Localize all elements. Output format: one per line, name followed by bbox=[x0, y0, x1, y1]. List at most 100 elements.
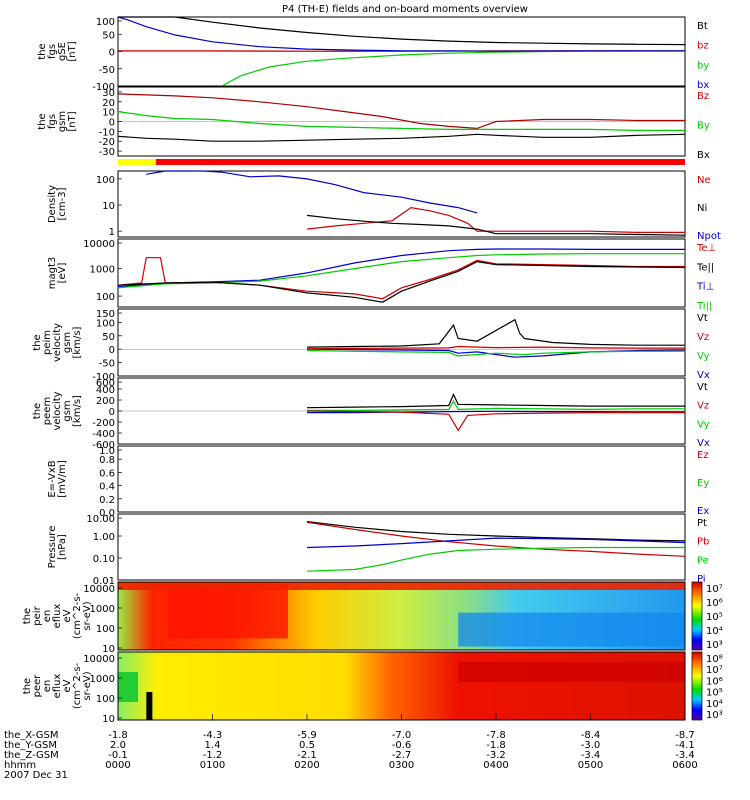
fgs_gsm-legend-Bz: Bz bbox=[697, 91, 709, 102]
peim_v1-legend-Vz: Vz bbox=[697, 332, 709, 343]
peim_v1-ytick: 150 bbox=[96, 309, 115, 320]
efield-ylabel: E=-VxB bbox=[47, 460, 58, 497]
magt3-series-Te⊥ bbox=[117, 257, 685, 300]
peem_v-ytick: 600 bbox=[96, 378, 115, 389]
footer-value: 0600 bbox=[672, 760, 697, 771]
peir-top-band bbox=[118, 582, 685, 590]
efield-ytick: 1.0 bbox=[99, 446, 115, 457]
fgs_gsm-ylabel: fgs bbox=[47, 114, 58, 129]
pressure-series-Pb bbox=[306, 521, 686, 557]
fgs_gsm-series-By bbox=[117, 111, 685, 131]
peer-ylabel: eflux bbox=[52, 674, 63, 699]
efield-legend-Ez: Ez bbox=[697, 450, 709, 461]
footer-value: 1.4 bbox=[205, 740, 221, 751]
peer-colorbar-label: 10⁸ bbox=[706, 654, 723, 665]
peer-colorbar-label: 10⁵ bbox=[706, 688, 723, 699]
peem_v-ytick: -600 bbox=[92, 440, 115, 451]
peer-ytick: 10000 bbox=[83, 654, 115, 665]
footer-value: -7.8 bbox=[486, 730, 506, 741]
peim_v1-ytick: -50 bbox=[99, 359, 115, 370]
peim_v1-ylabel: peim bbox=[42, 330, 53, 355]
peim_v1-ytick: 100 bbox=[96, 318, 115, 329]
footer-value: -8.4 bbox=[581, 730, 601, 741]
efield-ytick: 0.4 bbox=[99, 482, 115, 493]
pressure-ylabel: Pressure bbox=[47, 526, 58, 569]
footer-value: 0000 bbox=[105, 760, 130, 771]
footer-row-label: the_Y-GSM bbox=[4, 740, 57, 751]
efield-ytick: 0.8 bbox=[99, 455, 115, 466]
peem_v-series-Vz bbox=[306, 410, 685, 432]
magt3-series-Te|| bbox=[117, 260, 686, 303]
fgs_gsm-ytick: -10 bbox=[99, 127, 115, 138]
peer-ylabel: sr-eV) bbox=[82, 671, 93, 700]
peim_v1-ytick: 50 bbox=[102, 332, 115, 343]
density-frame bbox=[117, 170, 686, 238]
panel-density: 100 10 1 Density [cm-3] Ne Ni Npot bbox=[47, 170, 721, 242]
peer-core-band bbox=[458, 662, 685, 682]
footer-value: -4.3 bbox=[203, 730, 223, 741]
peem_v-ytick: 200 bbox=[96, 396, 115, 407]
peim_v1-legend-Vx: Vx bbox=[697, 370, 710, 381]
pressure-series-Pi bbox=[306, 537, 686, 549]
peim_v1-legend-Vt: Vt bbox=[697, 313, 708, 324]
footer-date: 2007 Dec 31 bbox=[4, 770, 68, 781]
footer-value: -1.8 bbox=[486, 740, 506, 751]
peer-colorbar-label: 10⁷ bbox=[706, 665, 723, 676]
peim_v1-series-Vz bbox=[306, 345, 685, 350]
fgs_gse-ytick: -100 bbox=[92, 82, 115, 93]
fgs_gse-legend-bx: bx bbox=[697, 80, 709, 91]
peem_v-series-Vx bbox=[307, 410, 685, 414]
density-ylabel: [cm-3] bbox=[57, 187, 68, 220]
footer-value: -8.7 bbox=[675, 730, 695, 741]
footer-value: -3.2 bbox=[486, 750, 506, 761]
peem_v-ytick: -200 bbox=[92, 418, 115, 429]
footer-value: 0200 bbox=[294, 760, 319, 771]
density-series-Npot bbox=[146, 170, 478, 214]
footer-value: 0300 bbox=[389, 760, 414, 771]
fgs_gse-ytick: 100 bbox=[96, 17, 115, 28]
peem_v-legend-Vt: Vt bbox=[697, 382, 708, 393]
peir-ylabel: (cm^2-s- bbox=[72, 592, 83, 639]
magt3-legend-Ti||: Ti|| bbox=[696, 301, 712, 312]
peir-colorbar-label: 10⁴ bbox=[706, 626, 723, 637]
fgs_gse-legend-Bt: Bt bbox=[697, 21, 708, 32]
peir-ylabel: eV bbox=[62, 609, 73, 622]
efield-frame bbox=[117, 445, 686, 513]
efield-ytick: 0.2 bbox=[99, 495, 115, 506]
panel-pressure: 10.00 1.00 0.10 0.01 Pressure [nPa] Pt Pb Pe Pi bbox=[47, 513, 709, 587]
pressure-ytick: 0.10 bbox=[93, 554, 115, 565]
fgs_gse-ytick: 50 bbox=[102, 30, 115, 41]
peer-ytick: 10 bbox=[102, 714, 115, 725]
magt3-ytick: 100 bbox=[96, 292, 115, 303]
peer-ytick: 1000 bbox=[90, 674, 115, 685]
pressure-ylabel: [nPa] bbox=[57, 534, 68, 560]
peem_v-ylabel: gsm bbox=[62, 400, 73, 421]
fgs_gse-ylabel: [nT] bbox=[67, 41, 78, 61]
efield-legend-Ey: Ey bbox=[697, 478, 709, 489]
footer-row-label: hhmm bbox=[4, 760, 36, 771]
pressure-series-Pt bbox=[306, 521, 686, 542]
panel-magt3: 10000 1000 100 magt3 [eV] Te⊥ Te|| Ti⊥ Ti|| bbox=[47, 238, 716, 312]
pressure-ytick: 0.01 bbox=[93, 576, 115, 587]
footer-value: 0.5 bbox=[299, 740, 315, 751]
footer-value: -3.0 bbox=[581, 740, 601, 751]
peir-frame bbox=[117, 581, 686, 651]
peim_v1-series-Vy bbox=[306, 349, 685, 357]
peim_v1-ytick: -100 bbox=[92, 372, 115, 383]
peem_v-legend-Vx: Vx bbox=[697, 438, 710, 449]
pressure-legend-Pi: Pi bbox=[697, 574, 706, 585]
footer-value: 0400 bbox=[483, 760, 508, 771]
density-legend-Ne: Ne bbox=[697, 175, 711, 186]
footer-row-label: the_Z-GSM bbox=[4, 750, 59, 761]
peir-colorbar-label: 10³ bbox=[706, 640, 723, 651]
peem_v-legend-Vz: Vz bbox=[697, 401, 709, 412]
fgs_gsm-ylabel: [nT] bbox=[67, 111, 78, 131]
fgs_gse-ylabel: gSE bbox=[57, 42, 68, 61]
peem_v-legend-Vy: Vy bbox=[697, 419, 710, 430]
footer-value: 0100 bbox=[200, 760, 225, 771]
footer-value: -1.8 bbox=[108, 730, 128, 741]
efield-ylabel: [mV/m] bbox=[57, 460, 68, 498]
